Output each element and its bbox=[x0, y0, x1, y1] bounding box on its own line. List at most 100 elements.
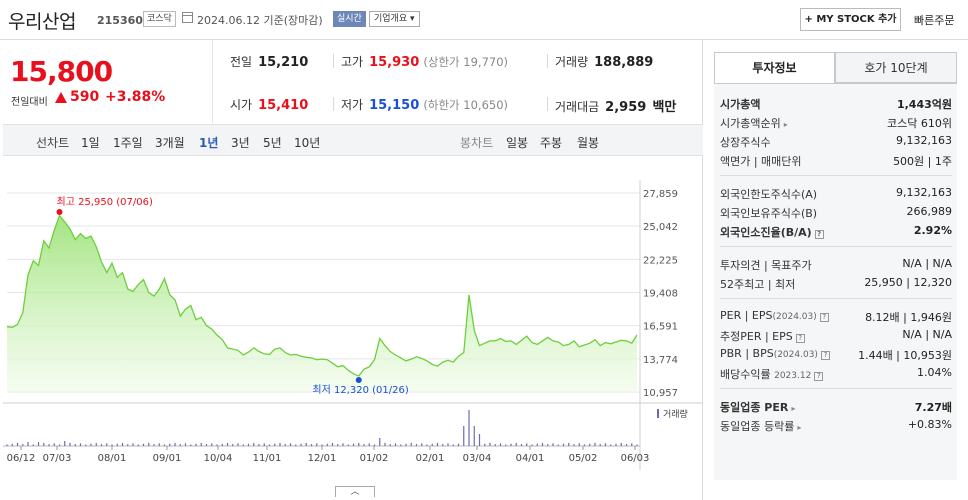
volume-bar bbox=[200, 442, 202, 446]
candle-chart-label[interactable]: 봉차트 bbox=[460, 136, 494, 150]
volume-bar bbox=[148, 442, 150, 446]
change-label: 전일대비 bbox=[11, 97, 48, 108]
row-opinion: 투자의견 | 목표주가 N/A | N/A bbox=[720, 257, 952, 275]
volume-bar bbox=[568, 442, 570, 446]
row-key: 동일업종 등락률 bbox=[720, 420, 795, 433]
high-marker bbox=[56, 209, 63, 215]
trade-value-stat: 거래대금 2,959 백만 bbox=[555, 96, 676, 115]
volume-bar bbox=[368, 443, 370, 446]
volume-bar bbox=[184, 443, 187, 446]
help-icon[interactable]: ? bbox=[819, 313, 829, 322]
divider bbox=[720, 298, 952, 299]
volume-bar bbox=[421, 443, 423, 446]
row-value: 500원 | 1주 bbox=[893, 155, 952, 168]
row-value: 9,132,163 bbox=[896, 186, 952, 199]
volume-bar bbox=[510, 443, 512, 446]
tab-period-10y[interactable]: 10년 bbox=[294, 136, 321, 150]
lower-limit: (하한가 10,650) bbox=[423, 98, 509, 112]
low-label: 최저 12,320 (01/26) bbox=[312, 384, 408, 396]
y-tick-label: 10,957 bbox=[643, 388, 678, 399]
row-sector-per[interactable]: 동일업종 PER ▸ 7.27배 bbox=[720, 399, 952, 417]
divider bbox=[333, 97, 334, 111]
volume-bar bbox=[100, 444, 103, 446]
quick-order-link[interactable]: 빠른주문 bbox=[914, 14, 955, 27]
x-tick-label: 06/12 bbox=[7, 453, 36, 464]
stock-code: 215360 bbox=[97, 14, 143, 27]
volume-bar bbox=[6, 444, 8, 446]
row-key-sub: (2024.03) bbox=[772, 312, 817, 322]
tab-candle-daily[interactable]: 일봉 bbox=[506, 136, 529, 150]
realtime-button[interactable]: 실시간 bbox=[333, 11, 366, 27]
basis-text: 기준(장마감) bbox=[263, 14, 323, 27]
volume-bar bbox=[463, 426, 465, 446]
current-price: 15,800 bbox=[10, 55, 113, 88]
divider bbox=[547, 97, 548, 111]
x-tick-label: 02/01 bbox=[416, 453, 445, 464]
row-key: 상장주식수 bbox=[720, 136, 771, 149]
volume-bar bbox=[442, 444, 444, 446]
market-badge: 코스닥 bbox=[143, 11, 176, 27]
y-tick-label: 13,774 bbox=[643, 355, 678, 366]
row-est-per: 추정PER | EPS? N/A | N/A bbox=[720, 328, 952, 346]
price-area bbox=[7, 215, 637, 392]
open-label: 시가 bbox=[230, 98, 253, 112]
help-icon[interactable]: ? bbox=[814, 372, 824, 381]
price-chart[interactable]: 27,859 25,042 22,225 19,408 16,591 13,774 10,9… bbox=[0, 40, 703, 500]
tab-period-3m[interactable]: 3개월 bbox=[155, 136, 185, 150]
prev-close-label: 전일 bbox=[230, 55, 253, 69]
low-stat: 저가 15,150 (하한가 10,650) bbox=[341, 96, 508, 113]
volume-bar bbox=[137, 444, 139, 446]
volume-bar bbox=[27, 442, 29, 446]
help-icon[interactable]: ? bbox=[820, 351, 830, 360]
tab-orderbook-10[interactable]: 호가 10단계 bbox=[835, 52, 957, 83]
volume-bar bbox=[400, 444, 402, 446]
tab-invest-info[interactable]: 투자정보 bbox=[714, 52, 835, 83]
row-market-cap-rank[interactable]: 시가총액순위 ▸ 코스닥 610위 bbox=[720, 115, 952, 133]
quote-panel: 15,800 전일대비 590 +3.88% 전일 15,210 고가 15,930… bbox=[0, 40, 703, 500]
y-tick-label: 25,042 bbox=[643, 222, 678, 233]
line-chart-label[interactable]: 선차트 bbox=[36, 136, 70, 150]
x-tick-label: 11/01 bbox=[253, 453, 282, 464]
volume-bar bbox=[22, 444, 24, 446]
row-key: 시가총액 bbox=[720, 98, 761, 111]
help-icon[interactable]: ? bbox=[795, 334, 805, 343]
volume-bar bbox=[515, 442, 517, 446]
trade-value-label: 거래대금 bbox=[555, 100, 600, 114]
volume-bar bbox=[242, 444, 244, 446]
tab-period-5y[interactable]: 5년 bbox=[263, 136, 282, 150]
company-info-dropdown[interactable]: 기업개요 ▾ bbox=[369, 11, 420, 27]
x-tick-label: 05/02 bbox=[569, 453, 598, 464]
volume-bar bbox=[90, 443, 92, 446]
row-sector-change[interactable]: 동일업종 등락률 ▸ +0.83% bbox=[720, 418, 952, 436]
tab-period-3y[interactable]: 3년 bbox=[231, 136, 250, 150]
divider bbox=[547, 54, 548, 68]
row-key: 시가총액순위 bbox=[720, 117, 781, 130]
volume-bar bbox=[195, 443, 197, 446]
help-icon[interactable]: ? bbox=[814, 230, 824, 239]
volume-bar bbox=[541, 442, 544, 446]
volume-bar bbox=[274, 443, 276, 446]
tab-candle-weekly[interactable]: 주봉 bbox=[540, 136, 563, 150]
volume-bar bbox=[379, 438, 381, 446]
divider bbox=[720, 175, 952, 176]
volume-bar bbox=[405, 443, 407, 446]
volume-bar bbox=[573, 444, 575, 446]
volume-bar bbox=[536, 443, 538, 446]
volume-bar bbox=[610, 444, 612, 446]
volume-bar bbox=[190, 444, 192, 446]
tab-period-1d[interactable]: 1일 bbox=[81, 136, 100, 150]
row-value: 2.92% bbox=[913, 224, 952, 237]
low-value: 15,150 bbox=[369, 98, 420, 113]
volume-bar bbox=[415, 444, 418, 446]
tab-period-1y[interactable]: 1년 bbox=[199, 136, 219, 150]
volume-bar bbox=[127, 444, 129, 446]
volume-bar bbox=[352, 443, 355, 446]
chart-period-tabs: 선차트 1일 1주일 3개월 1년 3년 5년 10년 봉차트 일봉 주봉 월봉 bbox=[3, 124, 703, 156]
volume-bar bbox=[300, 443, 302, 446]
chart-collapse-button[interactable]: ︿ bbox=[335, 486, 375, 497]
add-my-stock-button[interactable]: + MY STOCK 추가 bbox=[800, 8, 901, 31]
volume-bar bbox=[32, 444, 34, 446]
tab-period-1w[interactable]: 1주일 bbox=[113, 136, 143, 150]
chevron-up-icon: ︿ bbox=[350, 487, 360, 497]
tab-candle-monthly[interactable]: 월봉 bbox=[577, 136, 600, 150]
